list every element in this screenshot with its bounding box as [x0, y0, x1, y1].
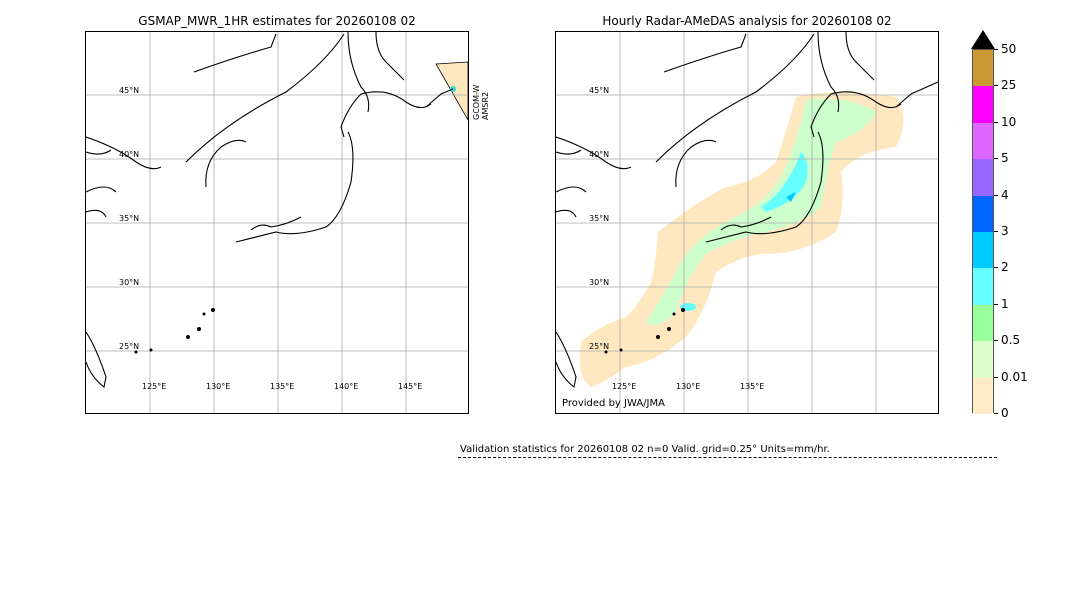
colorbar-extend-arrow — [971, 30, 995, 49]
left-lon-label-125: 125°E — [142, 382, 167, 391]
colorbar-segment-10-25 — [973, 86, 993, 123]
colorbar-segment-25-50 — [973, 50, 993, 86]
colorbar-segment-0.01-0.5 — [973, 341, 993, 378]
colorbar-segment-4-5 — [973, 159, 993, 196]
colorbar-segment-3-4 — [973, 196, 993, 232]
colorbar-label-3: 3 — [1001, 224, 1009, 238]
colorbar-label-5: 5 — [1001, 151, 1009, 165]
right-map-canvas — [556, 32, 938, 413]
colorbar-tick — [994, 158, 998, 159]
left-map-title: GSMAP_MWR_1HR estimates for 20260108 02 — [138, 14, 416, 28]
right-lat-label-35: 35°N — [589, 214, 610, 223]
colorbar-segment-0-0.01 — [973, 378, 993, 414]
left-lon-label-145: 145°E — [398, 382, 423, 391]
colorbar-segment-1-2 — [973, 268, 993, 305]
left-map-canvas — [86, 32, 468, 413]
colorbar-tick — [994, 413, 998, 414]
right-lon-label-135: 135°E — [740, 382, 765, 391]
colorbar-segment-0.5-1 — [973, 305, 993, 341]
colorbar-tick — [994, 377, 998, 378]
left-map: 45°N 40°N 35°N 30°N 25°N 125°E 130°E 135… — [85, 31, 469, 414]
colorbar-segment-5-10 — [973, 123, 993, 159]
colorbar-tick — [994, 85, 998, 86]
colorbar-label-0: 0 — [1001, 406, 1009, 420]
right-lat-label-40: 40°N — [589, 150, 610, 159]
colorbar-label-50: 50 — [1001, 42, 1017, 56]
colorbar-tick — [994, 122, 998, 123]
left-lat-label-40: 40°N — [119, 150, 140, 159]
right-lat-label-25: 25°N — [589, 342, 610, 351]
satellite-label: GCOM-W — [472, 84, 481, 120]
left-lat-label-25: 25°N — [119, 342, 140, 351]
validation-divider — [458, 457, 997, 458]
colorbar-tick — [994, 340, 998, 341]
left-lat-label-45: 45°N — [119, 86, 140, 95]
colorbar-label-2: 2 — [1001, 260, 1009, 274]
right-map: 45°N 40°N 35°N 30°N 25°N 125°E 130°E 135… — [555, 31, 939, 414]
left-lat-label-35: 35°N — [119, 214, 140, 223]
sensor-label: AMSR2 — [481, 91, 490, 120]
colorbar-label-25: 25 — [1001, 78, 1017, 92]
right-lat-label-45: 45°N — [589, 86, 610, 95]
colorbar-label-10: 10 — [1001, 115, 1017, 129]
right-lon-label-125: 125°E — [612, 382, 637, 391]
colorbar-label-4: 4 — [1001, 188, 1009, 202]
colorbar-tick — [994, 49, 998, 50]
left-lon-label-130: 130°E — [206, 382, 231, 391]
left-lon-label-135: 135°E — [270, 382, 295, 391]
validation-statistics: Validation statistics for 20260108 02 n=… — [460, 444, 830, 455]
right-lat-label-30: 30°N — [589, 278, 610, 287]
colorbar-tick — [994, 231, 998, 232]
provided-by-label: Provided by JWA/JMA — [562, 398, 665, 409]
colorbar-tick — [994, 267, 998, 268]
left-lat-label-30: 30°N — [119, 278, 140, 287]
colorbar-segment-2-3 — [973, 232, 993, 268]
right-map-title: Hourly Radar-AMeDAS analysis for 2026010… — [602, 14, 892, 28]
colorbar-tick — [994, 195, 998, 196]
colorbar-label-0.01: 0.01 — [1001, 370, 1028, 384]
colorbar-label-1: 1 — [1001, 297, 1009, 311]
left-lon-label-140: 140°E — [334, 382, 359, 391]
colorbar — [972, 49, 994, 414]
right-lon-label-130: 130°E — [676, 382, 701, 391]
colorbar-tick — [994, 304, 998, 305]
colorbar-label-0.5: 0.5 — [1001, 333, 1021, 347]
